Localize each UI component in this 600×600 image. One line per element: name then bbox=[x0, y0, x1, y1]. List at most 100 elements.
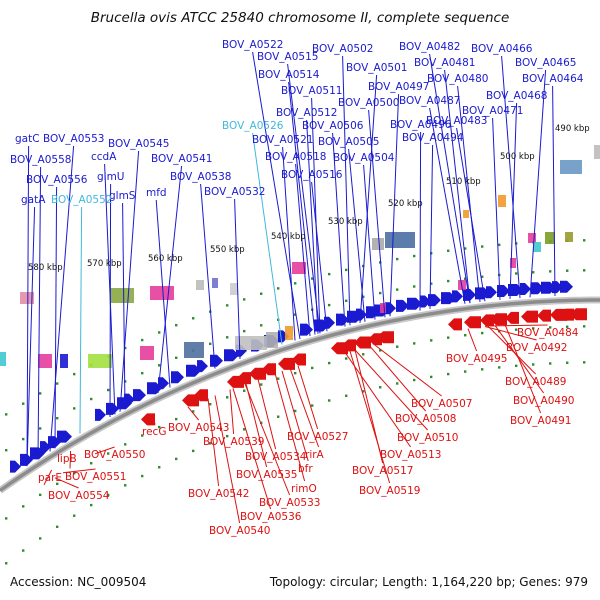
cog-category-box bbox=[266, 332, 278, 348]
ring-dot bbox=[430, 282, 433, 285]
scale-label: 530 kbp bbox=[328, 217, 363, 227]
ring-dot bbox=[175, 457, 178, 461]
reverse-label-line bbox=[354, 349, 428, 431]
scale-label: 570 kbp bbox=[87, 259, 122, 269]
reverse-gene-label: BOV_A0536 bbox=[240, 511, 302, 523]
forward-gene-label: BOV_A0494 bbox=[402, 132, 464, 144]
forward-gene-label: mfd bbox=[146, 187, 167, 199]
cog-category-box bbox=[110, 288, 134, 303]
ring-dot bbox=[362, 353, 365, 356]
backbone-circle bbox=[0, 298, 600, 492]
ring-dot bbox=[39, 493, 42, 497]
reverse-label-line bbox=[257, 378, 277, 450]
reverse-gene-label: BOV_A0484 bbox=[517, 327, 579, 339]
forward-label-line bbox=[104, 163, 116, 415]
ring-dot bbox=[5, 517, 8, 520]
forward-gene-label: BOV_A0558 bbox=[10, 154, 71, 166]
cog-category-box bbox=[60, 354, 68, 368]
ring-dot bbox=[549, 326, 552, 329]
reverse-label-line bbox=[344, 352, 412, 448]
scale-label: 500 kbp bbox=[500, 152, 535, 162]
forward-gene-label: BOV_A0482 bbox=[399, 41, 460, 53]
cog-category-box bbox=[285, 326, 293, 340]
forward-label-line bbox=[287, 63, 321, 334]
ring-dot bbox=[39, 427, 42, 430]
reverse-gene-arrow bbox=[278, 357, 295, 370]
forward-gene-label: BOV_A0505 bbox=[318, 136, 379, 148]
reverse-gene-label: lipB bbox=[57, 453, 77, 465]
ring-dot bbox=[328, 399, 331, 402]
scale-label: 560 kbp bbox=[148, 254, 183, 264]
forward-label-line bbox=[295, 163, 311, 337]
forward-gene-label: BOV_A0468 bbox=[486, 90, 547, 102]
reverse-gene-arrow bbox=[262, 363, 276, 376]
forward-label-line bbox=[363, 164, 376, 320]
scale-label: 510 kbp bbox=[446, 177, 481, 187]
reverse-gene-arrow bbox=[249, 367, 266, 380]
cog-category-box bbox=[150, 286, 174, 300]
ring-dot bbox=[498, 366, 501, 369]
forward-label-line bbox=[311, 97, 321, 334]
reverse-gene-arrow bbox=[354, 336, 371, 349]
cog-category-box bbox=[463, 210, 469, 218]
reverse-gene-arrow bbox=[342, 339, 356, 352]
ring-dot bbox=[549, 270, 552, 273]
reverse-label-line bbox=[349, 350, 391, 484]
cog-category-box bbox=[510, 258, 516, 268]
forward-gene-label: glmU bbox=[97, 171, 125, 183]
cog-category-box bbox=[385, 232, 415, 248]
ring-dot bbox=[90, 503, 93, 507]
ring-dot bbox=[345, 268, 348, 272]
forward-gene-arrow bbox=[356, 308, 367, 321]
forward-gene-label: BOV_A0518 bbox=[265, 151, 326, 163]
ring-dot bbox=[447, 279, 450, 283]
forward-label-line bbox=[49, 145, 75, 452]
reverse-gene-label: BOV_A0489 bbox=[505, 376, 566, 388]
forward-label-line bbox=[200, 183, 216, 369]
forward-gene-label: BOV_A0553 bbox=[43, 133, 104, 145]
forward-label-line bbox=[348, 148, 366, 322]
forward-label-line bbox=[234, 198, 241, 359]
forward-label-line bbox=[529, 69, 547, 298]
ring-dot bbox=[396, 382, 399, 385]
forward-label-line bbox=[252, 132, 283, 345]
reverse-gene-arrow bbox=[560, 308, 574, 321]
ring-dot bbox=[396, 257, 399, 261]
backbone-and-rings bbox=[0, 239, 600, 565]
forward-gene-arrow bbox=[106, 402, 119, 415]
ring-dot bbox=[583, 239, 586, 242]
ring-dot bbox=[260, 324, 263, 327]
forward-gene-arrow bbox=[197, 360, 208, 373]
ring-dot bbox=[532, 363, 535, 366]
ring-dot bbox=[328, 361, 331, 365]
reverse-label-line bbox=[289, 368, 320, 448]
reverse-label-line bbox=[207, 398, 220, 487]
forward-gene-label: BOV_A0526 bbox=[222, 120, 284, 132]
ring-dot bbox=[481, 331, 484, 335]
reverse-label-line bbox=[69, 450, 72, 469]
ring-dot bbox=[311, 366, 314, 370]
reverse-label-line bbox=[274, 373, 306, 482]
ring-dot bbox=[124, 346, 127, 350]
forward-gene-arrow bbox=[336, 313, 349, 326]
reverse-gene-label: BOV_A0551 bbox=[65, 471, 126, 483]
ring-dot bbox=[73, 372, 76, 376]
forward-label-line bbox=[456, 127, 486, 302]
forward-gene-label: BOV_A0511 bbox=[281, 85, 342, 97]
reverse-label-line bbox=[281, 370, 309, 462]
forward-gene-label: BOV_A0502 bbox=[312, 43, 373, 55]
forward-gene-label: BOV_A0480 bbox=[427, 73, 488, 85]
forward-gene-arrow bbox=[300, 323, 313, 336]
reverse-gene-arrow bbox=[537, 309, 551, 322]
forward-gene-arrow bbox=[40, 441, 51, 454]
ring-dot bbox=[345, 357, 348, 360]
forward-gene-arrow bbox=[133, 389, 146, 402]
ring-dot bbox=[226, 304, 229, 307]
ring-dot bbox=[294, 282, 297, 285]
forward-label-line bbox=[457, 85, 481, 302]
ring-dot bbox=[175, 324, 178, 327]
forward-label-line bbox=[419, 131, 422, 311]
ring-dot bbox=[379, 349, 382, 352]
ring-dot bbox=[192, 317, 195, 320]
forward-gene-label: BOV_A0465 bbox=[515, 57, 576, 69]
